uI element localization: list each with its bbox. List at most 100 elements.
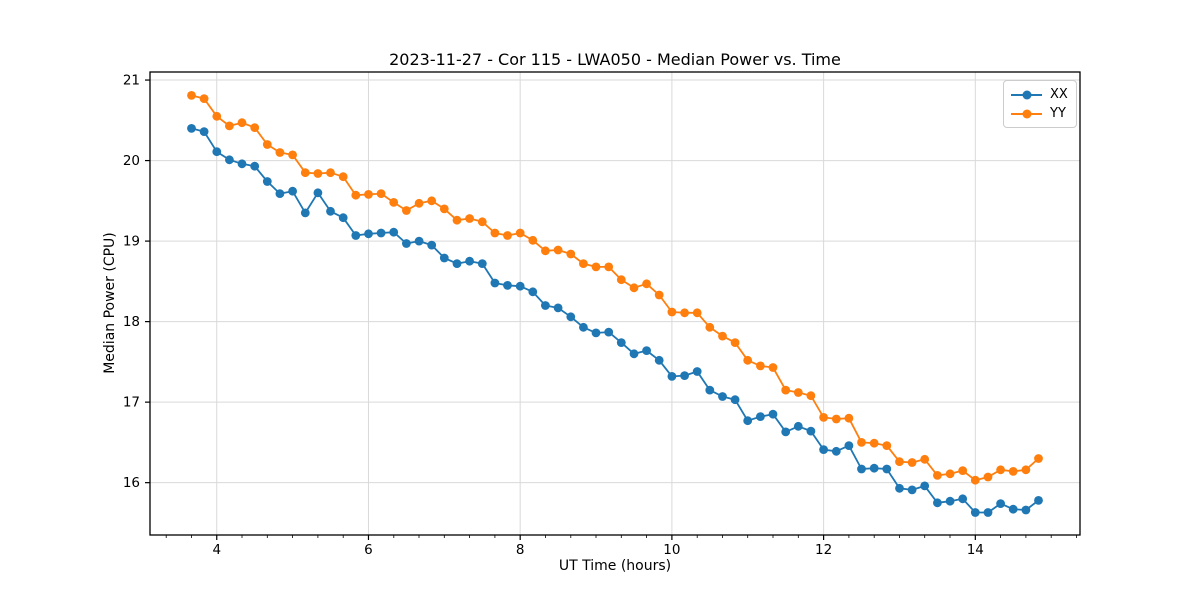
data-point-YY-48 bbox=[793, 388, 803, 397]
y-axis-label: Median Power (CPU) bbox=[102, 232, 118, 374]
data-point-XX-56 bbox=[895, 483, 904, 493]
data-point-XX-40 bbox=[692, 367, 702, 376]
data-point-YY-58 bbox=[920, 454, 930, 464]
series-line-XX bbox=[191, 127, 1040, 514]
data-point-YY-20 bbox=[439, 204, 449, 214]
data-point-YY-37 bbox=[654, 290, 664, 300]
data-point-YY-63 bbox=[983, 472, 993, 482]
data-point-XX-12 bbox=[338, 213, 348, 223]
data-point-YY-31 bbox=[579, 259, 588, 268]
data-point-YY-6 bbox=[262, 140, 272, 149]
data-point-XX-33 bbox=[604, 327, 614, 337]
data-point-XX-4 bbox=[237, 159, 247, 169]
data-point-XX-37 bbox=[654, 355, 664, 365]
data-point-XX-11 bbox=[326, 206, 335, 216]
data-point-YY-10 bbox=[313, 169, 323, 178]
data-point-YY-64 bbox=[996, 465, 1005, 475]
data-point-YY-59 bbox=[933, 471, 942, 480]
data-point-XX-27 bbox=[528, 287, 538, 297]
data-point-XX-29 bbox=[553, 303, 563, 313]
data-point-XX-53 bbox=[857, 464, 866, 474]
data-point-YY-13 bbox=[351, 190, 361, 200]
ticks bbox=[145, 79, 1077, 540]
data-point-XX-44 bbox=[743, 416, 753, 426]
gridlines bbox=[150, 72, 1080, 535]
data-point-XX-32 bbox=[591, 328, 601, 338]
data-point-XX-48 bbox=[793, 421, 803, 431]
data-point-YY-55 bbox=[882, 441, 892, 450]
y-tick-label: 16 bbox=[123, 475, 140, 491]
data-point-YY-4 bbox=[237, 118, 247, 128]
legend-swatch-yy bbox=[1011, 109, 1042, 118]
data-point-XX-25 bbox=[503, 281, 512, 290]
data-point-YY-52 bbox=[844, 413, 854, 423]
data-point-XX-6 bbox=[262, 177, 272, 186]
data-point-YY-39 bbox=[680, 308, 689, 318]
data-point-YY-23 bbox=[477, 217, 487, 227]
data-point-XX-21 bbox=[452, 259, 462, 268]
x-axis-label: UT Time (hours) bbox=[558, 558, 672, 574]
data-point-XX-46 bbox=[768, 409, 778, 419]
data-point-XX-10 bbox=[313, 188, 323, 198]
data-point-XX-17 bbox=[402, 239, 411, 248]
chart-title: 2023-11-27 - Cor 115 - LWA050 - Median P… bbox=[389, 50, 841, 69]
legend-item-xx: XX bbox=[1011, 85, 1068, 104]
tick-labels: 4 6 8 10 12 14 16 17 18 19 20 21 bbox=[123, 73, 984, 558]
data-point-YY-15 bbox=[376, 189, 386, 199]
data-point-XX-36 bbox=[642, 346, 651, 355]
data-point-YY-34 bbox=[616, 275, 626, 285]
data-point-XX-66 bbox=[1021, 505, 1031, 515]
data-point-XX-23 bbox=[477, 259, 487, 268]
data-point-XX-54 bbox=[869, 463, 879, 473]
x-tick-label: 8 bbox=[516, 542, 525, 558]
x-tick-label: 10 bbox=[663, 542, 680, 558]
series-YY bbox=[187, 91, 1043, 485]
data-point-YY-38 bbox=[667, 307, 677, 317]
data-point-XX-24 bbox=[490, 278, 500, 288]
series-line-YY bbox=[191, 94, 1040, 482]
data-point-XX-57 bbox=[907, 485, 917, 495]
data-point-YY-53 bbox=[857, 438, 866, 447]
data-point-XX-60 bbox=[945, 496, 955, 506]
data-point-XX-9 bbox=[300, 208, 310, 218]
x-tick-label: 14 bbox=[967, 542, 984, 558]
data-point-XX-52 bbox=[844, 441, 854, 450]
y-tick-label: 18 bbox=[123, 314, 140, 330]
data-point-XX-43 bbox=[730, 395, 740, 405]
legend-marker-icon bbox=[1022, 90, 1031, 99]
legend: XX YY bbox=[1003, 80, 1077, 128]
data-point-YY-61 bbox=[958, 466, 968, 475]
data-point-YY-3 bbox=[225, 121, 234, 131]
data-point-YY-47 bbox=[781, 385, 791, 395]
data-point-YY-56 bbox=[895, 457, 904, 467]
data-point-YY-62 bbox=[970, 475, 980, 485]
data-point-XX-1 bbox=[199, 127, 209, 136]
data-point-XX-15 bbox=[376, 228, 386, 238]
data-point-XX-51 bbox=[831, 446, 841, 456]
data-point-YY-16 bbox=[389, 198, 399, 207]
data-point-XX-45 bbox=[756, 412, 765, 421]
data-point-XX-50 bbox=[819, 445, 828, 454]
y-tick-label: 17 bbox=[123, 395, 140, 411]
data-point-YY-50 bbox=[819, 413, 828, 422]
data-point-YY-19 bbox=[427, 196, 437, 206]
x-tick-label: 4 bbox=[212, 542, 221, 558]
data-point-XX-35 bbox=[629, 349, 639, 359]
data-point-XX-59 bbox=[933, 498, 942, 508]
data-point-YY-7 bbox=[275, 148, 285, 157]
data-point-XX-5 bbox=[250, 161, 260, 171]
data-point-XX-61 bbox=[958, 494, 968, 504]
x-tick-label: 12 bbox=[815, 542, 832, 558]
data-point-YY-43 bbox=[730, 338, 740, 347]
legend-label-yy: YY bbox=[1050, 106, 1066, 121]
data-point-XX-31 bbox=[579, 322, 588, 332]
series-XX bbox=[187, 123, 1043, 517]
data-point-YY-57 bbox=[907, 458, 917, 467]
data-point-XX-41 bbox=[705, 385, 715, 395]
data-point-YY-65 bbox=[1008, 467, 1018, 476]
data-point-YY-29 bbox=[553, 245, 563, 255]
data-point-XX-14 bbox=[364, 229, 373, 239]
data-point-XX-65 bbox=[1008, 504, 1018, 514]
data-point-XX-58 bbox=[920, 481, 930, 491]
